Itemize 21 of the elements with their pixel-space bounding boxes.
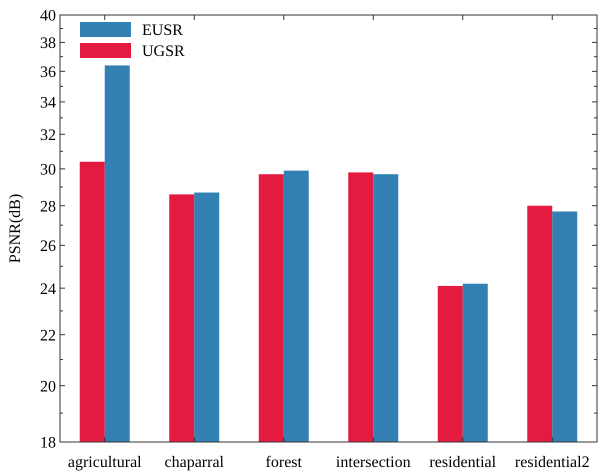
legend-label: EUSR — [142, 22, 184, 39]
y-tick-label: 26 — [40, 238, 56, 255]
y-tick-label: 38 — [40, 35, 56, 52]
y-tick-label: 28 — [40, 198, 56, 216]
y-tick-label: 24 — [40, 280, 56, 298]
y-tick-label: 32 — [40, 126, 56, 144]
y-tick-label: 34 — [40, 94, 56, 112]
y-tick-label: 18 — [40, 434, 56, 452]
y-tick-label: 22 — [40, 327, 56, 344]
legend-label: UGSR — [142, 43, 186, 60]
x-tick-label: chaparral — [164, 454, 225, 471]
x-tick-label: forest — [266, 454, 303, 471]
y-tick-label: 36 — [40, 64, 56, 81]
x-tick-label: residential — [429, 454, 497, 471]
x-tick-label: intersection — [336, 454, 411, 471]
x-tick-label: agricultural — [68, 454, 142, 471]
x-tick-label: residential2 — [514, 454, 590, 471]
y-tick-label: 20 — [40, 378, 56, 396]
y-tick-label: 30 — [40, 161, 56, 178]
y-axis-title: PSNR(dB) — [7, 194, 24, 264]
y-tick-label: 40 — [40, 8, 56, 25]
